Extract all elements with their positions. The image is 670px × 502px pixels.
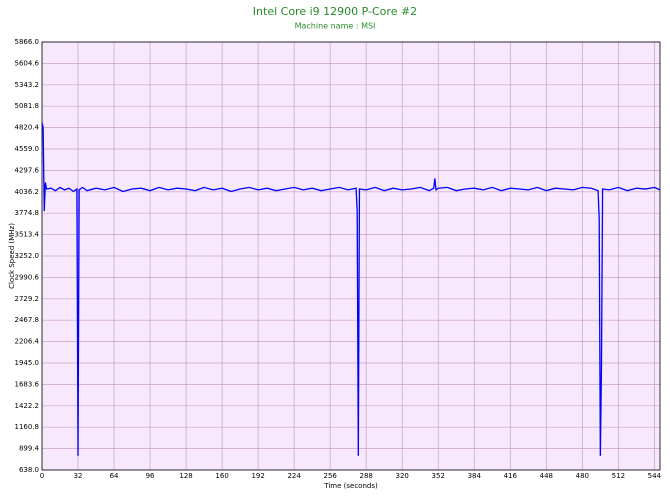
y-tick-label: 899.4 xyxy=(19,445,40,453)
y-tick-label: 3513.4 xyxy=(15,231,40,239)
chart-subtitle: Machine name : MSI xyxy=(295,22,376,31)
y-tick-label: 3252.0 xyxy=(15,252,40,260)
y-tick-label: 5604.6 xyxy=(15,59,40,67)
y-tick-label: 4559.0 xyxy=(15,145,40,153)
x-tick-label: 544 xyxy=(648,472,662,480)
x-tick-label: 64 xyxy=(110,472,119,480)
y-tick-label: 2729.2 xyxy=(15,295,40,303)
x-tick-label: 320 xyxy=(396,472,409,480)
y-tick-label: 1160.8 xyxy=(15,423,40,431)
y-tick-label: 5343.2 xyxy=(15,81,40,89)
x-tick-label: 384 xyxy=(468,472,482,480)
x-tick-label: 96 xyxy=(146,472,155,480)
x-axis-label: Time (seconds) xyxy=(323,482,378,490)
chart-title: Intel Core i9 12900 P-Core #2 xyxy=(253,5,417,18)
x-tick-label: 128 xyxy=(179,472,192,480)
y-tick-label: 2206.4 xyxy=(15,338,40,346)
x-tick-label: 0 xyxy=(40,472,44,480)
y-tick-label: 4036.2 xyxy=(15,188,40,196)
x-tick-label: 448 xyxy=(540,472,553,480)
y-tick-label: 1422.2 xyxy=(15,402,40,410)
y-tick-label: 4820.4 xyxy=(15,124,40,132)
x-tick-label: 32 xyxy=(74,472,83,480)
y-axis-label: Clock Speed (MHz) xyxy=(8,223,16,289)
x-tick-label: 480 xyxy=(576,472,589,480)
plot-border xyxy=(41,41,661,471)
x-tick-label: 160 xyxy=(215,472,228,480)
y-tick-label: 5081.8 xyxy=(15,102,40,110)
x-tick-label: 224 xyxy=(287,472,301,480)
y-tick-label: 3774.8 xyxy=(15,209,40,217)
data-line xyxy=(41,122,661,456)
x-tick-label: 256 xyxy=(323,472,337,480)
x-tick-label: 416 xyxy=(504,472,518,480)
x-tick-label: 192 xyxy=(251,472,264,480)
x-tick-label: 288 xyxy=(360,472,373,480)
y-tick-label: 1683.6 xyxy=(15,380,40,388)
y-tick-label: 4297.6 xyxy=(15,166,40,174)
x-tick-label: 512 xyxy=(612,472,625,480)
y-tick-label: 5866.0 xyxy=(15,38,40,46)
y-tick-label: 2467.8 xyxy=(15,316,40,324)
y-tick-label: 2990.6 xyxy=(15,273,40,281)
y-tick-label: 1945.0 xyxy=(15,359,40,367)
x-tick-label: 352 xyxy=(432,472,445,480)
y-tick-label: 638.0 xyxy=(19,466,39,474)
